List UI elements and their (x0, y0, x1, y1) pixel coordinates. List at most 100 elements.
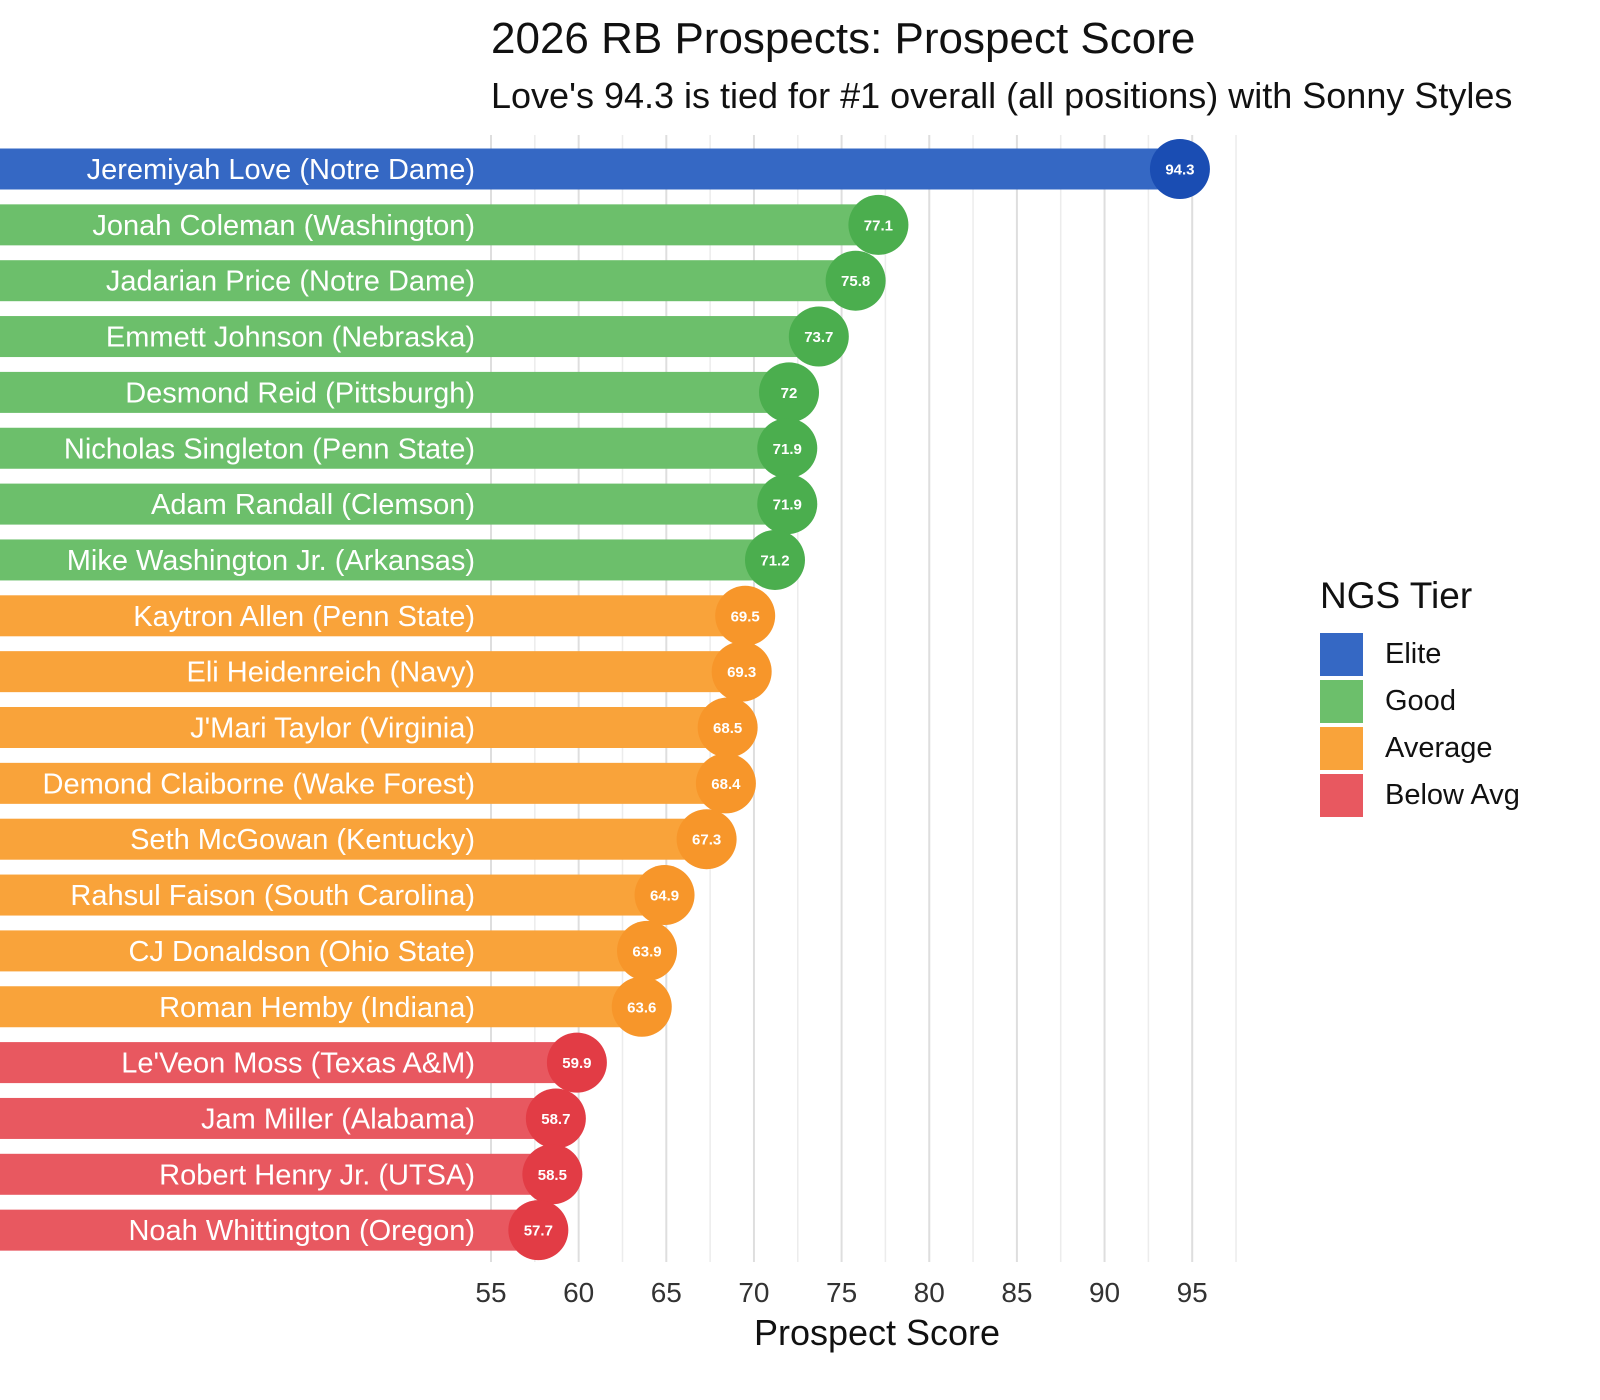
category-label: Roman Hemby (Indiana) (159, 992, 475, 1024)
legend-swatch (1320, 727, 1363, 770)
value-label: 63.9 (632, 943, 661, 960)
bar (0, 204, 879, 246)
score-point (697, 697, 758, 758)
category-label: Robert Henry Jr. (UTSA) (159, 1159, 475, 1191)
value-label: 67.3 (692, 832, 721, 849)
value-label: 94.3 (1165, 162, 1194, 179)
category-label: Mike Washington Jr. (Arkansas) (67, 545, 475, 577)
legend-label: Good (1385, 685, 1456, 717)
legend-item: Good (1320, 678, 1520, 725)
chart-title: 2026 RB Prospects: Prospect Score (491, 14, 1196, 63)
legend-title: NGS Tier (1320, 575, 1473, 616)
bar (0, 651, 742, 693)
legend-label: Average (1385, 732, 1493, 764)
value-label: 77.1 (864, 217, 893, 234)
legend-item: Below Avg (1320, 772, 1520, 819)
score-point (848, 194, 909, 255)
bar (0, 371, 790, 413)
bar (0, 874, 665, 916)
category-label: J'Mari Taylor (Virginia) (190, 713, 475, 745)
value-label: 58.7 (541, 1111, 570, 1128)
category-label: Nicholas Singleton (Penn State) (64, 433, 475, 465)
value-label: 72 (781, 385, 798, 402)
x-axis-title: Prospect Score (754, 1312, 1000, 1353)
x-tick-label: 65 (651, 1277, 682, 1308)
score-points: 94.3 77.1 75.8 73.7 72 71.9 71.9 71.2 69.5 69.3 68… (508, 139, 1210, 1261)
category-label: Jonah Coleman (Washington) (92, 210, 475, 242)
bar (0, 316, 819, 358)
bar (0, 427, 788, 469)
score-point (757, 474, 818, 535)
category-label: Jeremiyah Love (Notre Dame) (87, 154, 475, 186)
bars (0, 148, 1180, 1251)
bar (0, 1153, 553, 1195)
bar (0, 762, 726, 804)
score-point (522, 1144, 583, 1205)
bar (0, 539, 775, 581)
category-label: Desmond Reid (Pittsburgh) (125, 377, 475, 409)
value-label: 68.5 (713, 720, 742, 737)
value-label: 59.9 (562, 1055, 591, 1072)
legend-label: Below Avg (1385, 779, 1520, 811)
score-point (825, 250, 886, 311)
score-point (611, 976, 672, 1037)
category-label: CJ Donaldson (Ohio State) (128, 936, 475, 968)
score-point (695, 753, 756, 814)
value-label: 73.7 (804, 329, 833, 346)
chart-subtitle: Love's 94.3 is tied for #1 overall (all … (491, 75, 1513, 116)
category-label: Jadarian Price (Notre Dame) (106, 266, 475, 298)
value-label: 69.3 (727, 664, 756, 681)
bar (0, 148, 1180, 190)
category-label: Seth McGowan (Kentucky) (130, 824, 475, 856)
bar (0, 1042, 577, 1084)
score-point (546, 1032, 607, 1093)
x-tick-label: 80 (914, 1277, 945, 1308)
category-label: Kaytron Allen (Penn State) (133, 601, 475, 633)
category-label: Jam Miller (Alabama) (201, 1103, 475, 1135)
x-tick-label: 70 (738, 1277, 769, 1308)
legend-label: Elite (1385, 638, 1442, 670)
value-label: 68.4 (711, 776, 741, 793)
bar (0, 260, 856, 302)
bar (0, 818, 707, 860)
category-label: Rahsul Faison (South Carolina) (70, 880, 475, 912)
category-label: Le'Veon Moss (Texas A&M) (121, 1048, 475, 1080)
score-point (715, 585, 776, 646)
score-point (617, 920, 678, 981)
score-point (634, 865, 695, 926)
value-label: 75.8 (841, 273, 870, 290)
score-point (744, 529, 805, 590)
bar (0, 986, 642, 1028)
legend-swatch (1320, 774, 1363, 817)
score-point (508, 1200, 569, 1261)
legend: NGS Tier Elite Good Average Below Avg (1320, 575, 1520, 819)
value-label: 57.7 (524, 1223, 553, 1240)
x-axis-ticks: 55 60 65 70 75 80 85 90 95 (475, 1277, 1207, 1308)
bar (0, 1209, 539, 1251)
category-label: Eli Heidenreich (Navy) (187, 657, 476, 689)
x-tick-label: 60 (563, 1277, 594, 1308)
value-label: 71.2 (760, 552, 789, 569)
score-point (788, 306, 849, 367)
score-point (676, 809, 737, 870)
score-point (759, 362, 820, 423)
x-tick-label: 90 (1089, 1277, 1120, 1308)
bar (0, 930, 648, 972)
category-label: Noah Whittington (Oregon) (128, 1215, 475, 1247)
x-tick-label: 95 (1177, 1277, 1208, 1308)
score-point (1149, 139, 1210, 199)
value-label: 63.6 (627, 999, 656, 1016)
category-label: Adam Randall (Clemson) (151, 489, 475, 521)
score-point (711, 641, 772, 702)
value-label: 58.5 (538, 1167, 567, 1184)
legend-swatch (1320, 633, 1363, 676)
value-label: 71.9 (773, 441, 802, 458)
legend-item: Elite (1320, 631, 1520, 678)
value-label: 69.5 (731, 608, 760, 625)
bar (0, 1097, 556, 1139)
category-labels: Jeremiyah Love (Notre Dame) Jonah Coleman… (43, 154, 475, 1247)
score-point (525, 1088, 586, 1149)
x-tick-label: 85 (1001, 1277, 1032, 1308)
legend-swatch (1320, 680, 1363, 723)
score-point (757, 418, 818, 479)
